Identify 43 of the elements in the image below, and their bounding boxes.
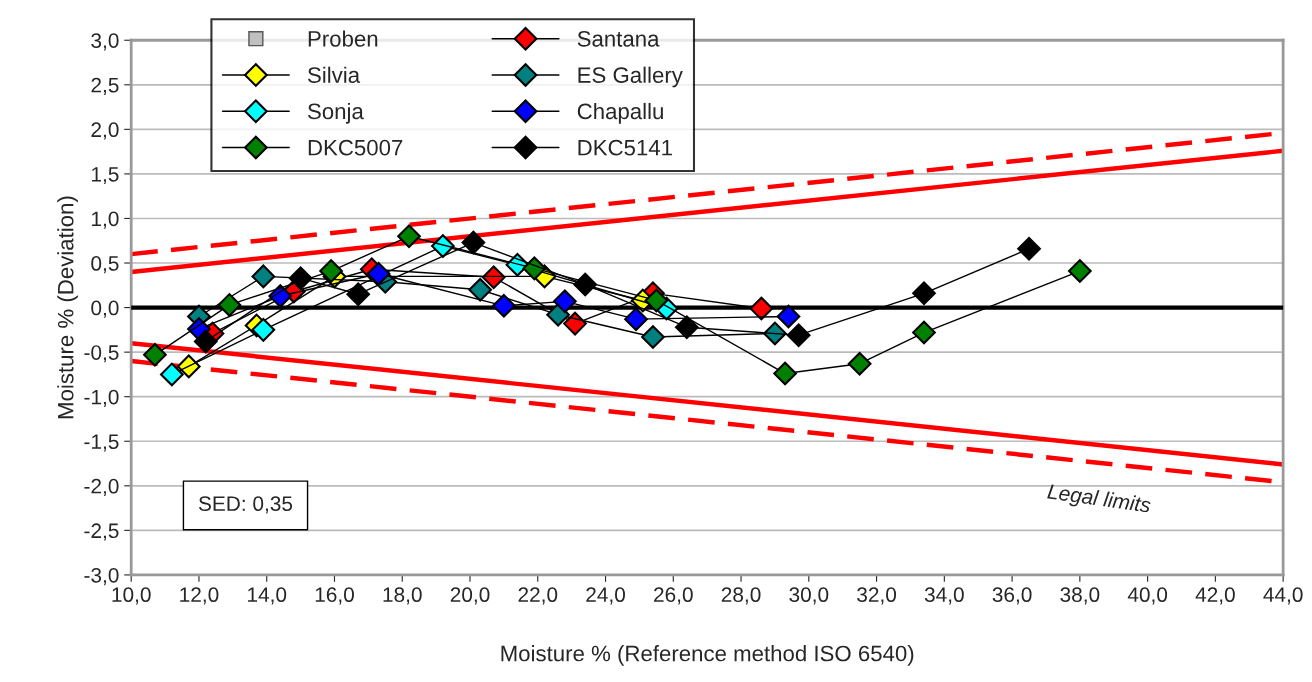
x-tick-label: 42,0 [1195,587,1235,605]
legend-label: ES Gallery [578,66,683,88]
annotation: Legal limits [1046,483,1152,517]
x-tick-label: 30,0 [789,587,829,605]
x-tick-label: 28,0 [721,587,761,605]
y-tick-label: 2,0 [91,122,119,140]
legend-label: DKC5007 [308,139,403,156]
y-tick-label: -2,5 [84,523,119,541]
x-tick-label: 36,0 [992,587,1032,605]
x-tick-label: 22,0 [518,587,558,605]
x-tick-label: 34,0 [924,587,964,605]
y-tick-label: 0,5 [91,256,119,274]
y-tick-label: 2,5 [91,77,119,96]
x-tick-label: 16,0 [315,587,354,605]
y-tick-label: -0,5 [84,345,119,363]
y-tick-label: 3,0 [91,33,119,51]
x-tick-label: 14,0 [248,587,287,605]
x-tick-label: 12,0 [180,587,219,605]
x-tick-label: 40,0 [1127,587,1168,605]
legend-label: Silvia [307,66,361,83]
x-axis-title: Moisture % (Reference method ISO 6540) [501,645,914,666]
x-tick-label: 44,0 [1263,587,1303,605]
y-tick-label: -1,0 [84,389,119,407]
y-axis-title: Moisture % (Deviation) [57,196,78,419]
y-tick-label: 1,0 [92,211,119,229]
annotation: SED: 0,35 [198,496,293,514]
legend-label: Chapallu [577,102,663,124]
legend-label: Proben [308,30,378,47]
y-tick-label: -2,0 [84,478,119,497]
y-tick-label: 1,5 [92,167,119,185]
legend-label: Sonja [307,102,364,124]
x-tick-label: 32,0 [857,587,897,605]
y-tick-label: 0,0 [91,300,119,318]
legend-label: DKC5141 [578,139,672,156]
x-tick-label: 38,0 [1060,587,1100,605]
x-tick-label: 26,0 [654,587,693,605]
legend-label: Santana [577,30,660,47]
x-tick-label: 18,0 [383,587,422,605]
x-tick-label: 10,0 [112,587,151,605]
y-tick-label: -3,0 [84,567,119,586]
x-tick-label: 24,0 [586,587,625,605]
x-tick-label: 20,0 [450,587,490,605]
y-tick-label: -1,5 [84,434,119,452]
